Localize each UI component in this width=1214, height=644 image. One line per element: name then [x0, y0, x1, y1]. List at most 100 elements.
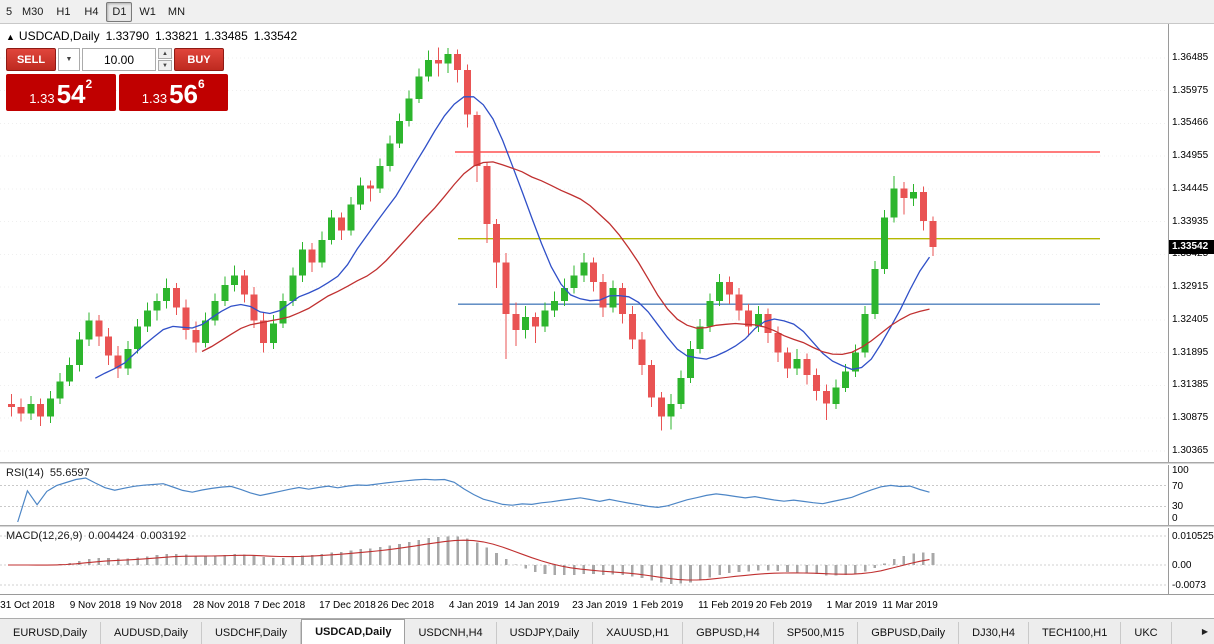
volume-input[interactable] — [82, 48, 156, 71]
chart-tab-usdcad-daily[interactable]: USDCAD,Daily — [301, 619, 406, 644]
rsi-splitter[interactable] — [0, 462, 1214, 465]
price-axis-label: 1.33425 — [1172, 248, 1209, 260]
chart-title: ▲ USDCAD,Daily 1.33790 1.33821 1.33485 1.3354… — [6, 29, 297, 43]
ask-price-pips: 56 — [169, 79, 199, 109]
date-axis-label: 17 Dec 2018 — [319, 600, 376, 611]
timeframe-button-m30[interactable]: M30 — [22, 5, 44, 18]
rsi-axis: 100 70 30 0 — [1168, 465, 1214, 525]
ohlc-low: 1.33485 — [204, 29, 248, 43]
price-axis-label: 1.30875 — [1172, 412, 1209, 424]
bid-price-major: 1.33 — [29, 91, 55, 106]
chart-tab-gbpusd-h4[interactable]: GBPUSD,H4 — [683, 622, 774, 644]
timeframe-button-mn[interactable]: MN — [167, 5, 186, 18]
price-axis-label: 1.36485 — [1172, 51, 1209, 63]
price-axis-label: 1.31385 — [1172, 379, 1209, 391]
date-axis-label: 1 Feb 2019 — [632, 600, 684, 611]
ask-price-point: 6 — [198, 77, 205, 91]
bid-price-box[interactable]: 1.33 54 2 — [6, 74, 116, 111]
timeframe-button-5[interactable]: 5 — [6, 5, 13, 18]
price-axis[interactable]: 1.33542 1.36485 1.35975 1.35466 1.34955 1.34… — [1168, 24, 1214, 462]
macd-splitter[interactable] — [0, 525, 1214, 528]
date-axis-label: 4 Jan 2019 — [448, 600, 499, 611]
arrow-right-icon: ▶ — [1201, 627, 1209, 636]
macd-name: MACD(12,26,9) — [6, 530, 83, 542]
date-axis-label: 11 Mar 2019 — [882, 600, 938, 611]
ohlc-high: 1.33821 — [155, 29, 199, 43]
ask-price-major: 1.33 — [141, 91, 168, 106]
macd-axis-label: 0.00 — [1172, 560, 1192, 571]
timeframe-button-h1[interactable]: H1 — [56, 5, 71, 18]
chart-tab-eurusd-daily[interactable]: EURUSD,Daily — [0, 622, 101, 644]
chart-tab-usdchf-daily[interactable]: USDCHF,Daily — [202, 622, 302, 644]
price-axis-label: 1.31895 — [1172, 346, 1209, 358]
chart-tab-tech100-h1[interactable]: TECH100,H1 — [1029, 622, 1122, 644]
chart-tab-gbpusd-daily[interactable]: GBPUSD,Daily — [858, 622, 960, 644]
ohlc-close: 1.33542 — [253, 29, 298, 43]
chart-tab-dj30-h4[interactable]: DJ30,H4 — [959, 622, 1029, 644]
price-axis-label: 1.35975 — [1172, 84, 1209, 96]
timeframe-button-w1[interactable]: W1 — [139, 5, 156, 18]
bid-price-point: 2 — [85, 77, 93, 91]
chevron-down-icon: ▼ — [65, 56, 73, 63]
ask-price-box[interactable]: 1.33 56 6 — [118, 74, 228, 111]
macd-header: MACD(12,26,9) 0.004424 0.003192 — [6, 530, 186, 542]
rsi-name: RSI(14) — [6, 467, 44, 479]
macd-axis-label: -0.0073 — [1172, 580, 1206, 592]
rsi-value: 55.6597 — [49, 467, 90, 479]
timeframe-toolbar: 5 M30 H1 H4 D1 W1 MN — [0, 0, 1214, 24]
chart-tab-ukc[interactable]: UKC — [1121, 622, 1172, 644]
date-axis-label: 20 Feb 2019 — [755, 600, 813, 611]
one-click-trading-panel: SELL ▼ ▲ ▼ BUY 1.33 54 2 1.33 56 6 — [6, 48, 228, 111]
date-axis-label: 14 Jan 2019 — [504, 600, 560, 611]
price-axis-label: 1.33935 — [1172, 215, 1209, 227]
macd-axis-label: 0.010525 — [1172, 531, 1214, 542]
rsi-axis-label: 0 — [1172, 513, 1178, 524]
rsi-axis-label: 100 — [1172, 465, 1189, 476]
main-chart-panel[interactable]: ▲ USDCAD,Daily 1.33790 1.33821 1.33485 1.3354… — [0, 24, 1214, 462]
stepper-up-icon[interactable]: ▲ — [158, 48, 172, 59]
chart-tab-audusd-daily[interactable]: AUDUSD,Daily — [101, 622, 202, 644]
date-axis-label: 1 Mar 2019 — [826, 600, 878, 611]
volume-stepper: ▲ ▼ — [158, 48, 172, 71]
bid-price-pips: 54 — [56, 79, 86, 109]
sell-button[interactable]: SELL — [6, 48, 56, 71]
rsi-chart[interactable] — [0, 465, 1168, 525]
price-axis-label: 1.34445 — [1172, 182, 1209, 194]
macd-signal-value: 0.003192 — [140, 530, 187, 542]
date-axis-label: 19 Nov 2018 — [125, 600, 182, 611]
candlestick-chart[interactable] — [0, 24, 1168, 462]
chart-tab-usdjpy-daily[interactable]: USDJPY,Daily — [497, 622, 594, 644]
current-price-tag: 1.33542 — [1169, 239, 1214, 254]
rsi-axis-label: 30 — [1172, 501, 1184, 513]
tab-scroll-right-button[interactable]: ▶ — [1196, 619, 1214, 644]
macd-chart[interactable] — [0, 528, 1168, 594]
date-axis-label: 28 Nov 2018 — [193, 600, 250, 611]
volume-preset-dropdown[interactable]: ▼ — [58, 48, 80, 71]
date-axis-label: 31 Oct 2018 — [0, 600, 55, 611]
timeframe-button-h4[interactable]: H4 — [84, 5, 99, 18]
price-axis-label: 1.35466 — [1172, 117, 1209, 129]
price-axis-label: 1.32915 — [1172, 281, 1209, 293]
ohlc-open: 1.33790 — [105, 29, 149, 43]
date-axis-label: 26 Dec 2018 — [377, 600, 435, 611]
price-axis-label: 1.34955 — [1172, 150, 1209, 162]
rsi-panel[interactable]: RSI(14) 55.6597 100 70 30 0 — [0, 465, 1214, 525]
chart-tab-xauusd-h1[interactable]: XAUUSD,H1 — [593, 622, 684, 644]
macd-panel[interactable]: MACD(12,26,9) 0.004424 0.003192 0.010525 0.… — [0, 528, 1214, 594]
rsi-header: RSI(14) 55.6597 — [6, 467, 90, 479]
macd-axis: 0.010525 0.00 -0.0073 — [1168, 528, 1214, 594]
timeframe-button-d1[interactable]: D1 — [106, 1, 133, 22]
buy-button[interactable]: BUY — [174, 48, 224, 71]
date-axis[interactable]: 31 Oct 2018 9 Nov 2018 19 Nov 2018 28 Nov 2… — [0, 594, 1214, 618]
date-axis-label: 11 Feb 2019 — [698, 600, 754, 611]
date-axis-label: 9 Nov 2018 — [69, 600, 121, 611]
stepper-down-icon[interactable]: ▼ — [158, 60, 172, 71]
date-axis-label: 7 Dec 2018 — [254, 600, 306, 611]
one-click-collapse-icon[interactable]: ▲ — [6, 32, 15, 42]
macd-main-value: 0.004424 — [88, 530, 135, 542]
chart-tab-sp500-m15[interactable]: SP500,M15 — [774, 622, 859, 644]
price-axis-label: 1.32405 — [1172, 313, 1209, 325]
price-axis-label: 1.30365 — [1172, 444, 1209, 456]
rsi-axis-label: 70 — [1172, 480, 1184, 492]
chart-tab-usdcnh-h4[interactable]: USDCNH,H4 — [405, 622, 497, 644]
